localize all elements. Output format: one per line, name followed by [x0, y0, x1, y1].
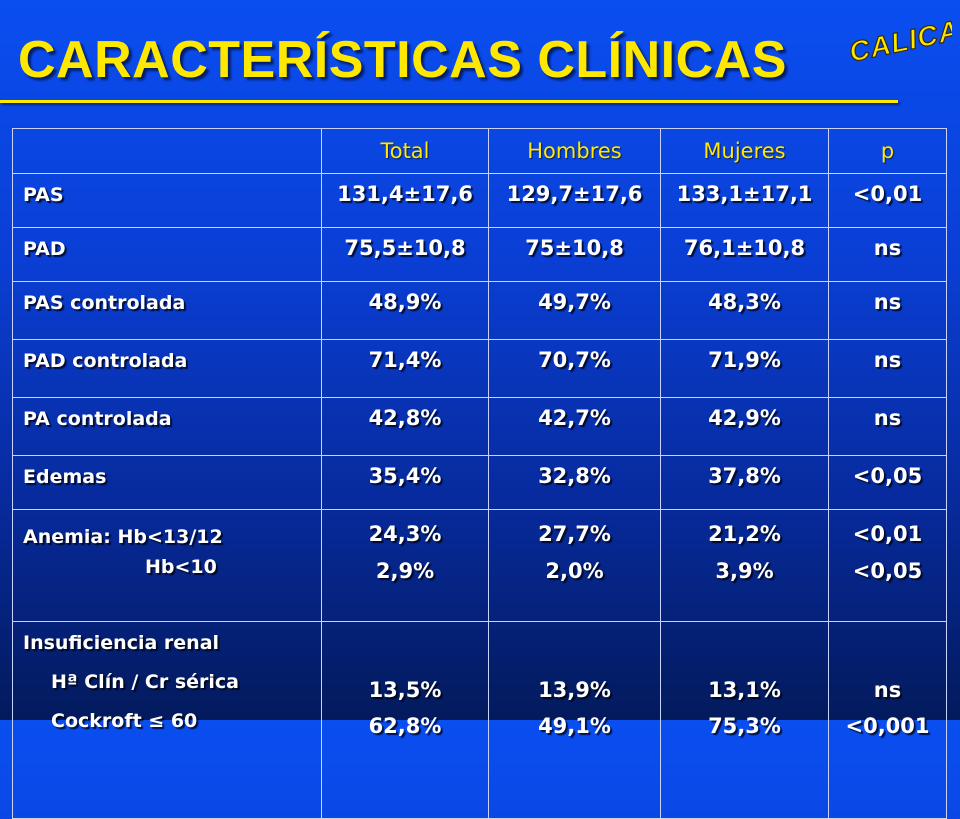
cell-total: 48,9%	[321, 281, 489, 340]
anemia-label-line2: Hb<10	[145, 556, 217, 578]
value-line: 62,8%	[368, 714, 442, 738]
cell-hombres: 32,8%	[488, 455, 661, 510]
cell-hombres: 42,7%	[488, 397, 661, 456]
cell-mujeres: 48,3%	[660, 281, 829, 340]
row-label: PAD	[12, 227, 322, 282]
value-line: 3,9%	[715, 559, 774, 583]
value-line: 21,2%	[708, 522, 781, 546]
slide-title: CARACTERÍSTICAS CLÍNICAS	[18, 31, 787, 89]
cell-mujeres: 42,9%	[660, 397, 829, 456]
cell-p: ns	[828, 281, 947, 340]
value-line: 13,9%	[538, 678, 611, 702]
cell-mujeres: 76,1±10,8	[660, 227, 829, 282]
cell-total: 13,5% 62,8%	[321, 621, 489, 819]
table-row: Edemas 35,4% 32,8% 37,8% <0,05	[12, 455, 947, 510]
cell-mujeres: 13,1% 75,3%	[660, 621, 829, 819]
renal-label-line3: Cockroft ≤ 60	[51, 710, 198, 732]
header-hombres: Hombres	[488, 128, 661, 174]
header-empty	[12, 128, 322, 174]
anemia-label-line1: Anemia: Hb<13/12	[23, 526, 223, 548]
cell-p: <0,01 <0,05	[828, 509, 947, 622]
table-row: PAD 75,5±10,8 75±10,8 76,1±10,8 ns	[12, 227, 947, 282]
renal-label-line2: Hª Clín / Cr sérica	[51, 671, 239, 693]
row-label: PA controlada	[12, 397, 322, 456]
value-line: 13,5%	[368, 678, 442, 702]
table-header-row: Total Hombres Mujeres p	[12, 128, 947, 174]
cell-p: ns <0,001	[828, 621, 947, 819]
cell-p: <0,01	[828, 173, 947, 228]
cell-total: 71,4%	[321, 339, 489, 398]
value-line: <0,01	[852, 522, 923, 546]
table-row-anemia: Anemia: Hb<13/12 Hb<10 24,3% 2,9% 27,7% …	[12, 509, 947, 622]
value-line: 75,3%	[708, 714, 781, 738]
cell-hombres: 75±10,8	[488, 227, 661, 282]
value-line: <0,05	[852, 559, 923, 583]
value-line: 2,9%	[375, 559, 435, 583]
row-label: Edemas	[12, 455, 322, 510]
row-label: PAS	[12, 173, 322, 228]
table-row: PAD controlada 71,4% 70,7% 71,9% ns	[12, 339, 947, 398]
cell-total: 131,4±17,6	[321, 173, 489, 228]
value-line: 13,1%	[708, 678, 781, 702]
value-line: ns	[873, 678, 902, 702]
value-line: <0,001	[845, 714, 930, 738]
row-label-renal: Insuficiencia renal Hª Clín / Cr sérica …	[12, 621, 322, 819]
cell-hombres: 129,7±17,6	[488, 173, 661, 228]
header-mujeres: Mujeres	[660, 128, 829, 174]
cell-hombres: 13,9% 49,1%	[488, 621, 661, 819]
cell-mujeres: 71,9%	[660, 339, 829, 398]
cell-p: ns	[828, 397, 947, 456]
cell-hombres: 49,7%	[488, 281, 661, 340]
cell-total: 42,8%	[321, 397, 489, 456]
cell-p: ns	[828, 339, 947, 398]
row-label: PAS controlada	[12, 281, 322, 340]
renal-label-line1: Insuficiencia renal	[23, 632, 220, 654]
value-line: 49,1%	[538, 714, 611, 738]
cell-total: 75,5±10,8	[321, 227, 489, 282]
table-row: PAS controlada 48,9% 49,7% 48,3% ns	[12, 281, 947, 340]
table-row: PA controlada 42,8% 42,7% 42,9% ns	[12, 397, 947, 456]
cell-hombres: 27,7% 2,0%	[488, 509, 661, 622]
cell-mujeres: 133,1±17,1	[660, 173, 829, 228]
table-row-renal: Insuficiencia renal Hª Clín / Cr sérica …	[12, 621, 947, 819]
cell-hombres: 70,7%	[488, 339, 661, 398]
cell-total: 24,3% 2,9%	[321, 509, 489, 622]
clinical-characteristics-table: Total Hombres Mujeres p PAS 131,4±17,6 1…	[12, 128, 947, 819]
header-p: p	[828, 128, 947, 174]
cell-p: ns	[828, 227, 947, 282]
cell-mujeres: 21,2% 3,9%	[660, 509, 829, 622]
table-row: PAS 131,4±17,6 129,7±17,6 133,1±17,1 <0,…	[12, 173, 947, 228]
row-label-anemia: Anemia: Hb<13/12 Hb<10	[12, 509, 322, 622]
value-line: 2,0%	[545, 559, 604, 583]
cell-p: <0,05	[828, 455, 947, 510]
value-line: 27,7%	[538, 522, 611, 546]
value-line: 24,3%	[368, 522, 442, 546]
svg-text:CALICAP: CALICAP	[846, 10, 952, 68]
row-label: PAD controlada	[12, 339, 322, 398]
title-underline	[0, 100, 898, 103]
cell-total: 35,4%	[321, 455, 489, 510]
header-total: Total	[321, 128, 489, 174]
calicap-logo: CALICAP	[842, 10, 952, 70]
cell-mujeres: 37,8%	[660, 455, 829, 510]
